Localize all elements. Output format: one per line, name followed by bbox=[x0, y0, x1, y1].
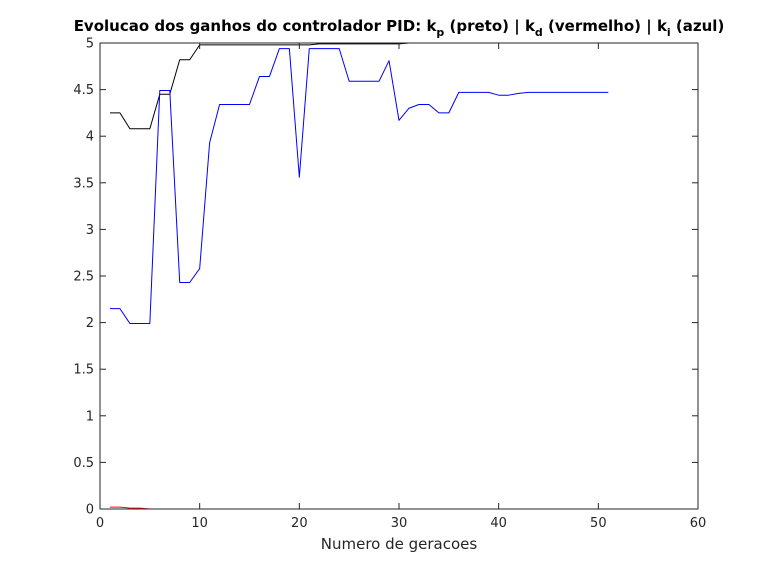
labels: Numero de geracoes Evolucao dos ganhos do… bbox=[74, 17, 725, 553]
y-tick-label: 1.5 bbox=[73, 363, 94, 378]
title-symbol: k bbox=[426, 17, 437, 35]
title-symbol: k bbox=[525, 17, 536, 35]
x-tick-label: 20 bbox=[291, 516, 308, 531]
title-subscript: d bbox=[535, 26, 543, 39]
x-tick-label: 50 bbox=[590, 516, 607, 531]
x-tick-label: 60 bbox=[690, 516, 707, 531]
ticks: 0 10 20 30 40 50 60 0 0.5 1 1.5 2 2.5 3 3.5 4 4.5 5 bbox=[73, 37, 706, 532]
x-tick-label: 10 bbox=[191, 516, 208, 531]
plot-background bbox=[100, 43, 698, 509]
y-tick-label: 3.5 bbox=[73, 176, 94, 191]
y-tick-label: 0.5 bbox=[73, 456, 94, 471]
y-tick-label: 4.5 bbox=[73, 83, 94, 98]
plot-area bbox=[100, 43, 698, 509]
y-tick-label: 2.5 bbox=[73, 270, 94, 285]
title-suffix: (preto) | bbox=[444, 17, 525, 36]
series-line-ki bbox=[109, 48, 609, 325]
x-tick-label: 0 bbox=[96, 516, 104, 531]
y-tick-label: 0 bbox=[86, 503, 94, 518]
x-axis-label: Numero de geracoes bbox=[321, 535, 478, 553]
y-tick-label: 4 bbox=[86, 130, 94, 145]
x-tick-label: 30 bbox=[391, 516, 408, 531]
title-suffix: (vermelho) | bbox=[543, 17, 657, 36]
y-tick-label: 5 bbox=[86, 37, 94, 52]
y-tick-label: 1 bbox=[86, 409, 94, 424]
y-tick-label: 3 bbox=[86, 223, 94, 238]
title-suffix: (azul) bbox=[671, 17, 725, 35]
title-prefix: Evolucao dos ganhos do controlador PID: bbox=[74, 17, 427, 35]
title-subscript: p bbox=[436, 26, 444, 39]
title-subscript: i bbox=[667, 26, 671, 39]
title-symbol: k bbox=[657, 17, 668, 35]
x-tick-label: 40 bbox=[490, 516, 507, 531]
y-tick-label: 2 bbox=[86, 316, 94, 331]
chart-title: Evolucao dos ganhos do controlador PID: … bbox=[74, 17, 725, 39]
